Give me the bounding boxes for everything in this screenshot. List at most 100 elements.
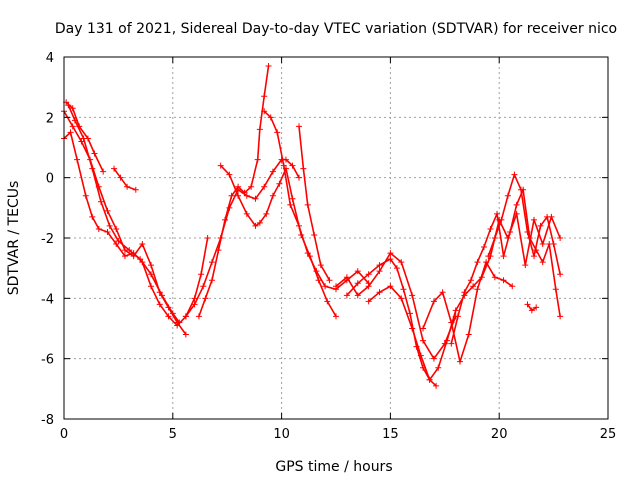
data-point-track-15 — [557, 313, 564, 320]
data-point-track-7 — [265, 63, 272, 70]
data-point-track-8 — [217, 162, 224, 169]
data-point-track-12 — [343, 292, 350, 299]
data-point-track-17 — [533, 304, 540, 311]
data-point-track-16 — [537, 222, 544, 229]
data-point-track-16 — [557, 271, 564, 278]
data-point-track-15 — [461, 289, 468, 296]
x-tick-label: 15 — [382, 427, 399, 442]
data-point-track-2 — [69, 123, 76, 130]
data-point-track-5 — [117, 174, 124, 181]
data-point-track-8 — [226, 171, 233, 178]
data-point-track-10 — [304, 201, 311, 208]
data-point-track-17 — [528, 307, 535, 314]
series-line-track-15 — [450, 186, 561, 344]
data-point-track-6 — [252, 195, 259, 202]
data-point-track-9 — [261, 108, 268, 115]
x-tick-label: 5 — [169, 427, 177, 442]
data-point-track-14 — [439, 289, 446, 296]
data-point-track-10 — [326, 277, 333, 284]
data-point-track-1 — [156, 301, 163, 308]
data-point-track-7 — [215, 247, 222, 254]
data-point-track-1 — [95, 225, 102, 232]
data-point-track-9 — [354, 268, 361, 275]
data-point-track-3 — [176, 319, 183, 326]
series-layer — [61, 63, 564, 389]
tick-marks — [63, 56, 609, 420]
data-point-track-1 — [165, 313, 172, 320]
data-point-track-13 — [387, 283, 394, 290]
data-point-track-15 — [467, 277, 474, 284]
data-point-track-11 — [420, 337, 427, 344]
data-point-track-15 — [494, 210, 501, 217]
x-tick-label: 20 — [491, 427, 508, 442]
data-point-track-2 — [78, 138, 85, 145]
x-tick-label: 10 — [273, 427, 290, 442]
data-point-track-10 — [317, 262, 324, 269]
data-point-track-11 — [430, 355, 437, 362]
data-point-track-13 — [376, 289, 383, 296]
data-point-track-5 — [111, 165, 118, 172]
data-point-track-14 — [474, 286, 481, 293]
x-tick-label: 25 — [600, 427, 617, 442]
series-line-track-2 — [63, 110, 187, 335]
data-point-track-7 — [256, 126, 263, 133]
data-point-track-14 — [448, 319, 455, 326]
data-point-track-17 — [524, 301, 531, 308]
data-point-track-7 — [254, 156, 261, 163]
data-point-track-3 — [148, 271, 155, 278]
data-point-track-13 — [522, 262, 529, 269]
series-line-track-11 — [335, 251, 457, 361]
series-line-track-10 — [298, 126, 331, 281]
data-point-track-16 — [491, 235, 498, 241]
data-point-track-8 — [289, 195, 296, 202]
data-point-track-12 — [376, 262, 383, 269]
data-point-track-3 — [106, 222, 113, 229]
data-point-track-8 — [256, 219, 263, 226]
data-point-track-13 — [557, 235, 564, 241]
data-point-track-4 — [76, 123, 83, 130]
data-point-track-14 — [509, 283, 516, 290]
data-point-track-9 — [296, 222, 303, 229]
data-point-track-13 — [539, 241, 546, 248]
series-line-track-3 — [67, 104, 180, 323]
data-point-track-6 — [296, 174, 303, 181]
data-point-track-3 — [137, 256, 144, 263]
y-tick-label: 0 — [46, 172, 54, 187]
data-point-track-15 — [480, 244, 487, 251]
data-point-track-13 — [435, 364, 442, 371]
data-point-track-10 — [311, 231, 318, 238]
data-point-track-9 — [274, 129, 281, 136]
series-line-track-1 — [63, 130, 209, 327]
data-point-track-1 — [121, 253, 128, 260]
data-point-track-1 — [191, 295, 198, 302]
data-point-track-14 — [491, 274, 498, 281]
data-point-track-14 — [465, 331, 472, 338]
data-point-track-13 — [398, 295, 405, 302]
grid — [64, 57, 608, 419]
data-point-track-15 — [448, 340, 455, 347]
data-point-track-8 — [252, 222, 259, 229]
data-point-track-1 — [148, 283, 155, 290]
x-axis-label: GPS time / hours — [275, 459, 392, 475]
data-point-track-5 — [124, 183, 131, 190]
data-point-track-11 — [343, 274, 350, 281]
data-point-track-3 — [115, 238, 122, 245]
data-point-track-7 — [222, 216, 229, 223]
data-point-track-6 — [282, 156, 289, 163]
x-tick-labels: 0 5 10 15 20 25 — [60, 427, 616, 442]
data-point-track-4 — [91, 150, 98, 157]
series-line-track-7 — [198, 65, 270, 317]
data-point-track-7 — [208, 277, 215, 284]
data-point-track-1 — [82, 192, 89, 199]
data-point-track-15 — [474, 259, 481, 266]
series-line-track-12 — [346, 258, 437, 387]
data-point-track-12 — [387, 256, 394, 263]
data-point-track-15 — [487, 225, 494, 232]
data-point-track-1 — [113, 241, 120, 248]
series-line-track-9 — [263, 110, 370, 291]
data-point-track-12 — [406, 310, 413, 317]
data-point-track-16 — [517, 186, 524, 193]
x-tick-label: 0 — [60, 427, 68, 442]
data-point-track-11 — [333, 283, 339, 290]
data-point-track-16 — [544, 213, 551, 220]
